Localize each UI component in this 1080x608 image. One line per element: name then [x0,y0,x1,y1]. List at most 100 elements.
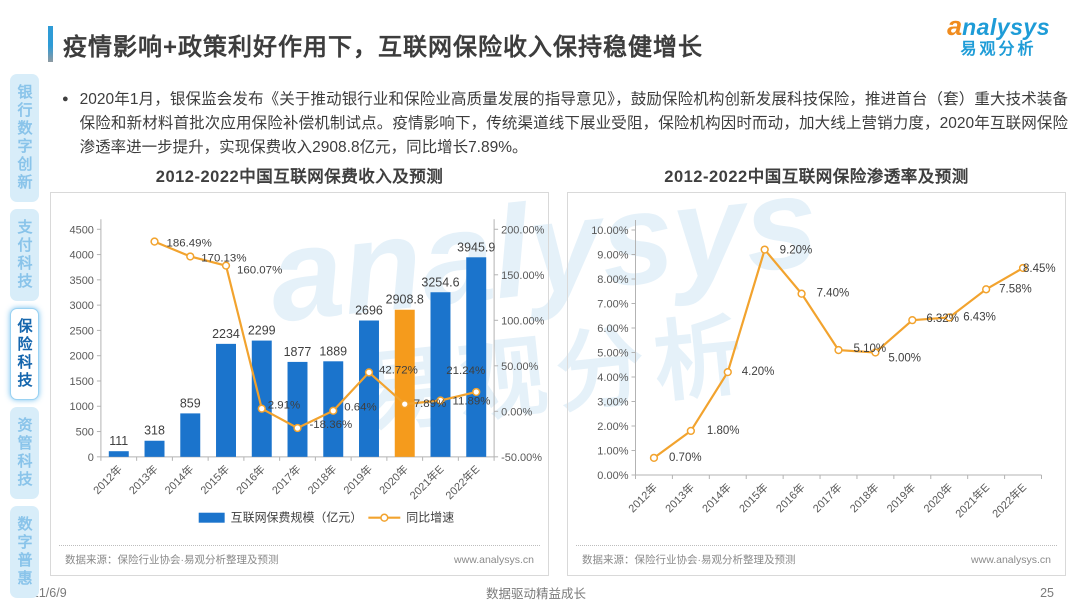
page-number: 25 [1040,585,1054,600]
svg-text:42.72%: 42.72% [379,364,418,376]
svg-text:5.00%: 5.00% [888,353,921,365]
premium-chart-title: 2012-2022中国互联网保费收入及预测 [155,168,444,186]
svg-text:0.70%: 0.70% [669,452,702,464]
page-title: 疫情影响+政策利好作用下，互联网保险收入保持稳健增长 [63,33,704,61]
svg-text:7.00%: 7.00% [597,299,628,311]
analysys-website-link[interactable]: www.analysys.cn [971,553,1051,566]
title-accent-bar [48,26,53,62]
svg-text:6.32%: 6.32% [926,313,959,325]
svg-text:8.00%: 8.00% [597,274,628,286]
svg-text:500: 500 [76,427,94,439]
svg-text:2015年: 2015年 [736,480,771,515]
svg-text:859: 859 [180,396,201,410]
svg-text:5.10%: 5.10% [854,343,887,355]
premium-chart-panel: 2012-2022中国互联网保费收入及预测 0 500 1000 1500 2000 25… [50,163,549,576]
svg-text:5.00%: 5.00% [597,348,628,360]
sidebar-item-insurance-tech[interactable]: 保险科技 [9,308,39,400]
svg-text:21.24%: 21.24% [446,365,485,377]
logo-swirl-a: a [947,11,963,41]
svg-text:11.89%: 11.89% [452,395,490,407]
sidebar-item-digital-inclusion[interactable]: 数字普惠 [9,506,39,598]
svg-text:2016年: 2016年 [773,480,808,515]
svg-text:2018年: 2018年 [304,462,339,497]
svg-text:-50.00%: -50.00% [501,452,542,464]
svg-text:2020年: 2020年 [920,480,955,515]
svg-text:3254.6: 3254.6 [421,275,459,289]
svg-text:2022年E: 2022年E [442,462,482,502]
svg-text:3000: 3000 [70,300,94,312]
logo-chinese-name: 易观分析 [960,41,1037,59]
svg-text:318: 318 [144,424,165,438]
svg-text:2696: 2696 [355,304,383,318]
svg-text:7.58%: 7.58% [999,283,1032,295]
svg-text:2017年: 2017年 [810,480,845,515]
svg-text:3945.9: 3945.9 [457,240,495,254]
svg-text:2019年: 2019年 [883,480,918,515]
svg-text:-18.36%: -18.36% [309,419,352,431]
svg-text:2012年: 2012年 [90,462,125,497]
penetration-line-chart: 0.00% 1.00% 2.00% 3.00% 4.00% 5.00% 6.00% 7.00%… [591,220,1056,520]
svg-text:9.20%: 9.20% [780,245,813,257]
svg-text:2299: 2299 [248,324,276,338]
svg-text:2022年E: 2022年E [989,480,1029,520]
sidebar-item-payment-tech[interactable]: 支付科技 [9,209,39,301]
svg-text:2020年: 2020年 [376,462,411,497]
svg-text:0.00%: 0.00% [501,406,532,418]
svg-text:2019年: 2019年 [340,462,375,497]
svg-text:3.00%: 3.00% [597,397,628,409]
svg-text:0.64%: 0.64% [344,402,377,414]
svg-text:2013年: 2013年 [662,480,697,515]
summary-text: 2020年1月，银保监会发布《关于推动银行业和保险业高质量发展的指导意见》，鼓励… [79,91,1068,156]
penetration-chart-source: 数据来源：保险行业协会·易观分析整理及预测 [582,554,796,566]
svg-text:8.45%: 8.45% [1023,263,1056,275]
svg-text:2012年: 2012年 [625,480,660,515]
svg-text:150.00%: 150.00% [501,270,545,282]
svg-text:111: 111 [109,434,128,448]
svg-text:2234: 2234 [212,327,240,341]
svg-text:6.43%: 6.43% [963,311,996,323]
svg-text:1877: 1877 [284,345,312,359]
svg-text:10.00%: 10.00% [591,225,629,237]
svg-text:3500: 3500 [70,275,94,287]
svg-text:4.00%: 4.00% [597,372,628,384]
analysys-website-link[interactable]: www.analysys.cn [454,553,534,566]
sidebar-item-asset-tech[interactable]: 资管科技 [9,407,39,499]
svg-text:2021年E: 2021年E [407,462,447,502]
svg-text:200.00%: 200.00% [501,224,545,236]
svg-text:同比增速: 同比增速 [406,511,454,525]
charts-section: analysys 易观分析 2012-2022中国互联网保费收入及预测 0 500… [50,147,1066,576]
svg-text:7.89%: 7.89% [414,398,447,410]
svg-text:1889: 1889 [319,344,347,358]
svg-text:6.00%: 6.00% [597,323,628,335]
svg-text:9.00%: 9.00% [597,250,628,262]
penetration-chart-panel: 2012-2022中国互联网保险渗透率及预测 0.00% 1.00% 2.00% 3.… [567,163,1066,576]
svg-text:2014年: 2014年 [161,462,196,497]
svg-text:4.20%: 4.20% [742,366,775,378]
svg-text:1500: 1500 [70,376,94,388]
logo-wordmark: nalysys [962,14,1050,40]
svg-text:2016年: 2016年 [233,462,268,497]
svg-text:1.00%: 1.00% [597,446,628,458]
svg-text:1.80%: 1.80% [707,425,740,437]
analysys-logo: analysys 易观分析 [947,12,1050,59]
svg-text:1000: 1000 [70,401,94,413]
header: 疫情影响+政策利好作用下，互联网保险收入保持稳健增长 [48,26,930,62]
svg-text:2.91%: 2.91% [268,400,301,412]
svg-text:2021年E: 2021年E [952,480,992,520]
svg-text:互联网保费规模（亿元）: 互联网保费规模（亿元） [231,510,363,525]
svg-text:100.00%: 100.00% [501,315,545,327]
svg-text:2.00%: 2.00% [597,421,628,433]
footer: 2021/6/9 数据驱动精益成长 25 [18,583,1054,602]
svg-text:2908.8: 2908.8 [386,293,424,307]
svg-text:2014年: 2014年 [699,480,734,515]
premium-bar-line-chart: 0 500 1000 1500 2000 2500 3000 3500 4000 4500 -50.… [70,219,545,525]
bullet-icon: ● [62,93,69,105]
sidebar-item-bank-digital[interactable]: 银行数字创新 [9,74,39,202]
svg-text:0: 0 [88,452,94,464]
svg-text:2017年: 2017年 [269,462,304,497]
sidebar: 银行数字创新 支付科技 保险科技 资管科技 数字普惠 [4,74,44,598]
svg-text:186.49%: 186.49% [166,238,211,250]
svg-text:4000: 4000 [70,250,94,262]
premium-chart-source: 数据来源：保险行业协会·易观分析整理及预测 [65,554,279,566]
